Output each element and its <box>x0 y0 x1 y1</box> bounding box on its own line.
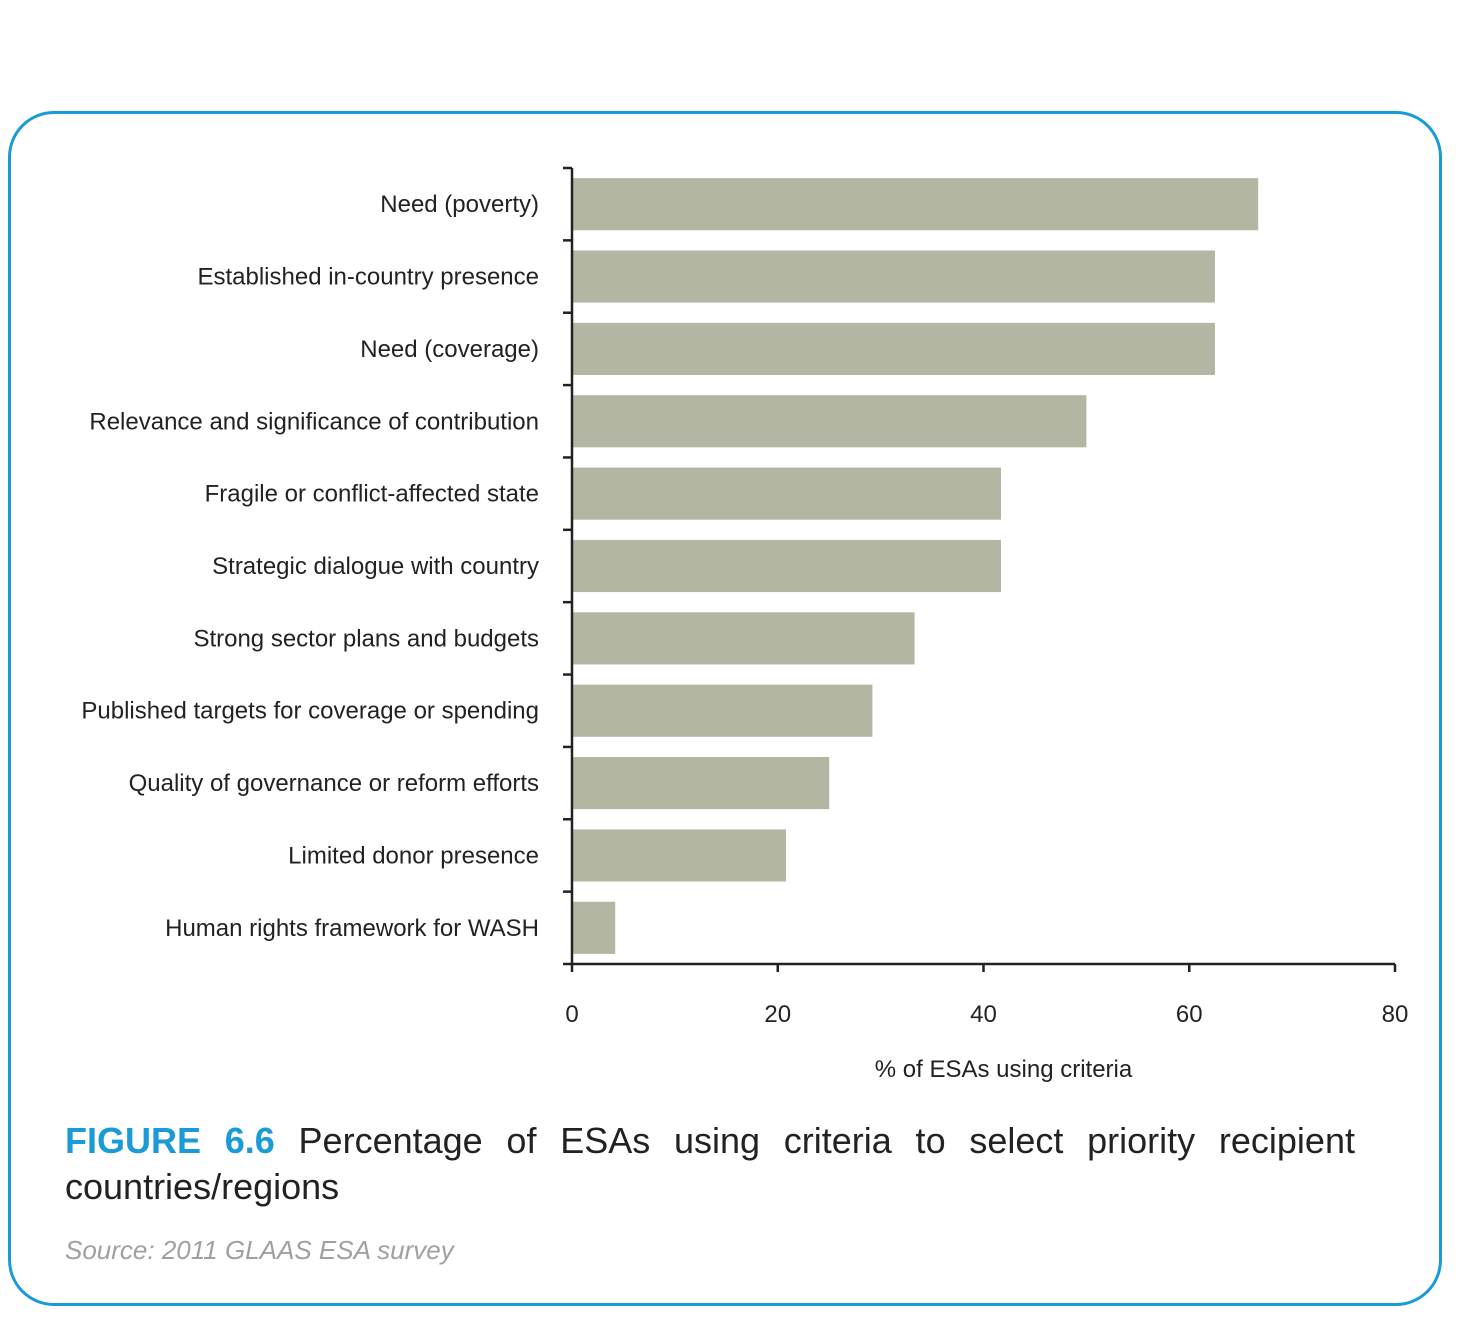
figure-caption: FIGURE 6.6 Percentage of ESAs using crit… <box>65 1118 1355 1210</box>
bar <box>572 250 1215 303</box>
bar <box>572 395 1087 448</box>
x-tick-label: 20 <box>764 1001 791 1028</box>
bar <box>572 612 915 665</box>
category-label: Quality of governance or reform efforts <box>129 770 539 797</box>
x-tick-label: 60 <box>1176 1001 1203 1028</box>
bar-chart: Need (poverty) Established in-country pre… <box>81 166 1409 1083</box>
x-tick-label: 0 <box>565 1001 578 1028</box>
bar <box>572 539 1001 593</box>
bar <box>572 684 873 737</box>
bar <box>572 901 616 954</box>
x-tick-label: 80 <box>1382 1001 1409 1028</box>
category-label: Fragile or conflict-affected state <box>205 481 539 508</box>
axes: 0 20 40 60 80 <box>563 166 1409 1028</box>
x-axis-title: % of ESAs using criteria <box>875 1056 1133 1083</box>
category-labels: Need (poverty) Established in-country pre… <box>81 191 539 942</box>
bar <box>572 322 1215 375</box>
bars-layer <box>572 178 1259 954</box>
x-tick-label: 40 <box>970 1001 997 1028</box>
category-label: Strong sector plans and budgets <box>193 625 539 652</box>
figure-number: FIGURE 6.6 <box>65 1120 275 1161</box>
category-label: Human rights framework for WASH <box>165 915 539 942</box>
figure-source: Source: 2011 GLAAS ESA survey <box>65 1235 454 1265</box>
category-label: Strategic dialogue with country <box>212 553 539 580</box>
bar <box>572 178 1259 231</box>
bar <box>572 467 1001 520</box>
figure-title: Percentage of ESAs using criteria to sel… <box>65 1120 1355 1207</box>
category-label: Limited donor presence <box>288 842 539 869</box>
category-label: Published targets for coverage or spendi… <box>81 698 539 725</box>
category-label: Established in-country presence <box>197 264 539 291</box>
bar <box>572 829 786 882</box>
category-label: Need (coverage) <box>360 336 539 363</box>
bar <box>572 757 830 810</box>
category-label: Need (poverty) <box>380 191 539 218</box>
figure-frame <box>8 111 1442 1306</box>
category-label: Relevance and significance of contributi… <box>89 408 539 435</box>
